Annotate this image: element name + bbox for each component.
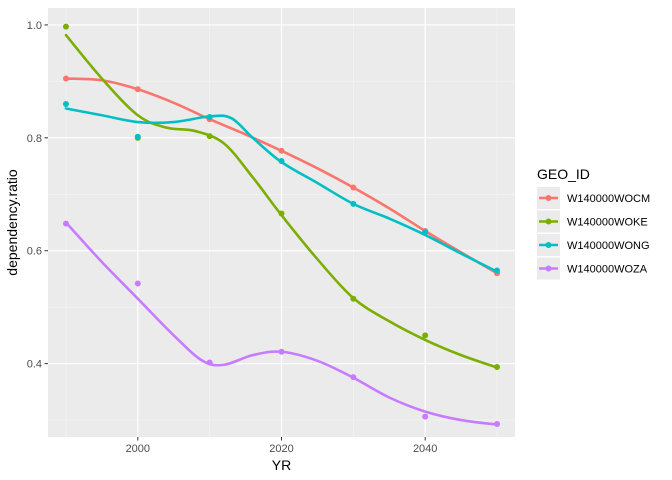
legend-key-point xyxy=(545,195,552,201)
data-point-w140000wong xyxy=(278,157,285,164)
legend-label: W140000WOCM xyxy=(567,193,650,205)
y-tick-label: 1.0 xyxy=(27,20,42,32)
legend-label: W140000WOKE xyxy=(567,217,648,229)
series-line-w140000woza xyxy=(64,221,499,426)
y-axis-ticks: 0.4 0.6 0.8 1.0 xyxy=(27,20,48,371)
data-point-w140000wong xyxy=(206,113,213,120)
data-point-w140000woza xyxy=(422,413,429,420)
y-tick-label: 0.4 xyxy=(27,359,42,371)
data-point-w140000woza xyxy=(494,421,501,428)
x-tick-label: 2020 xyxy=(269,443,293,455)
legend-label: W140000WONG xyxy=(567,240,650,252)
data-point-w140000woza xyxy=(134,280,141,287)
grid-major xyxy=(48,8,515,437)
x-axis-title: YR xyxy=(272,457,291,473)
data-point-w140000woza xyxy=(62,220,69,227)
y-tick-label: 0.8 xyxy=(27,133,42,145)
data-point-w140000woza xyxy=(206,359,213,366)
data-point-w140000wocm xyxy=(134,86,141,93)
series-line-w140000wong xyxy=(64,107,499,273)
data-point-w140000wong xyxy=(134,133,141,140)
legend-label: W140000WOZA xyxy=(567,264,648,276)
legend-key-point xyxy=(545,242,552,248)
data-point-w140000wong xyxy=(62,100,69,107)
data-point-w140000wocm xyxy=(278,147,285,154)
x-axis-ticks: 2000 2020 2040 xyxy=(126,437,437,455)
legend: GEO_ID W140000WOCM W140000WOKE W140000WONG… xyxy=(537,166,650,280)
y-tick-label: 0.6 xyxy=(27,246,42,258)
data-points xyxy=(62,23,501,428)
x-tick-label: 2000 xyxy=(126,443,150,455)
data-point-w140000wong xyxy=(350,200,357,207)
legend-key-point xyxy=(545,265,552,272)
data-point-w140000woke xyxy=(350,295,357,302)
data-point-w140000woza xyxy=(278,348,285,355)
data-point-w140000woke xyxy=(494,364,501,371)
data-point-w140000woke xyxy=(62,23,69,30)
data-point-w140000woke xyxy=(422,332,429,339)
data-point-w140000wong xyxy=(494,267,501,274)
data-point-w140000woke xyxy=(278,210,285,217)
x-tick-label: 2040 xyxy=(413,443,437,455)
data-point-w140000wong xyxy=(422,229,429,236)
data-point-w140000wocm xyxy=(350,184,357,191)
data-point-w140000wocm xyxy=(62,75,69,82)
y-axis-title: dependency.ratio xyxy=(4,169,20,276)
legend-key-point xyxy=(545,218,552,225)
legend-title: GEO_ID xyxy=(537,166,590,182)
data-point-w140000woke xyxy=(206,133,213,140)
data-point-w140000woza xyxy=(350,374,357,381)
series-line-w140000woke xyxy=(64,33,499,369)
